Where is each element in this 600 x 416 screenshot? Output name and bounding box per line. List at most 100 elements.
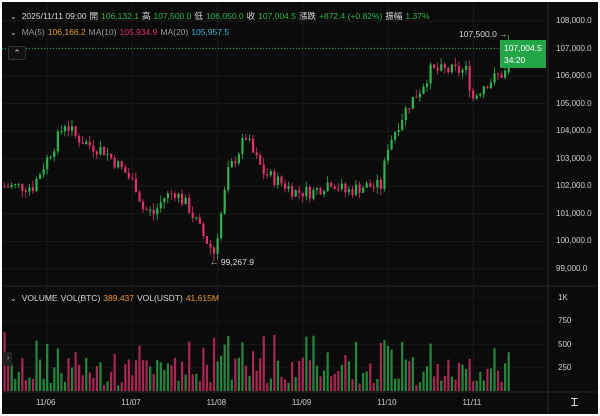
candle-body: [237, 154, 240, 164]
volume-bar: [227, 335, 230, 391]
volume-bar: [493, 348, 496, 391]
candle-body: [60, 131, 63, 133]
volume-bar: [110, 371, 113, 391]
candle-body: [92, 145, 95, 152]
candle-body: [397, 129, 400, 132]
volume-bar: [163, 369, 166, 391]
candle-body: [181, 193, 184, 205]
volume-bar: [340, 364, 343, 391]
volume-bar: [330, 376, 333, 391]
expand-arrow-icon[interactable]: ›: [4, 352, 12, 366]
candle-body: [454, 64, 457, 67]
volume-bar: [198, 380, 201, 391]
ma10-label: MA(10): [88, 27, 117, 37]
volume-bar: [358, 383, 361, 391]
date-tick: 11/06: [36, 398, 56, 407]
volume-bar: [362, 372, 365, 391]
chevron-down-icon[interactable]: ⌄: [10, 11, 17, 21]
volume-bar: [454, 379, 457, 391]
candle-body: [53, 151, 56, 157]
volume-bar: [266, 383, 269, 391]
price-tick: 105,000.0: [556, 98, 592, 108]
volume-bar: [212, 338, 216, 391]
volume-bar: [479, 371, 482, 391]
low-label: 低: [194, 11, 203, 21]
volume-bar: [418, 382, 422, 391]
volume-bar: [354, 341, 358, 391]
volume-bar: [287, 382, 290, 391]
volume-bar: [24, 380, 27, 391]
volume-bar: [308, 360, 311, 391]
volume-bar: [379, 342, 382, 391]
volume-bar: [422, 371, 425, 391]
price-tick: 107,000.0: [556, 43, 592, 53]
price-tick: 99,000.0: [556, 263, 588, 273]
change-value: +872.4 (+0.82%): [319, 11, 383, 21]
text-cursor-icon[interactable]: Ꮖ: [571, 397, 579, 409]
volume-bar: [429, 343, 432, 391]
candle-body: [475, 95, 478, 99]
candle-body: [276, 176, 280, 185]
candle-body: [177, 193, 180, 198]
volume-bar: [440, 380, 443, 391]
volume-bar: [415, 384, 418, 391]
volume-bar: [489, 368, 493, 391]
volume-bar: [425, 366, 429, 391]
volume-bar: [7, 360, 10, 391]
candle-body: [500, 74, 503, 78]
volume-bar: [312, 335, 315, 391]
volume-bar: [113, 353, 116, 391]
volume-bar: [88, 372, 91, 391]
candle-body: [425, 83, 429, 87]
candle-body: [404, 108, 407, 121]
ma20-value: 105,957.5: [191, 27, 230, 37]
volume-bar: [95, 365, 98, 391]
collapse-legend-button[interactable]: ⌃: [8, 46, 26, 60]
volume-bar: [49, 382, 52, 391]
high-label: 高: [141, 11, 151, 21]
candle-body: [408, 108, 411, 110]
candle-body: [127, 172, 130, 178]
candle-body: [315, 188, 319, 191]
volume-bar: [209, 382, 212, 391]
price-tick: 104,000.0: [556, 126, 592, 136]
volume-bar: [305, 336, 308, 391]
volume-bar: [202, 347, 205, 391]
volume-bar: [259, 358, 262, 391]
volume-legend: ⌄ VOLUME VOL(BTC) 389.437 VOL(USDT) 41.6…: [10, 293, 219, 303]
price-tick: 103,000.0: [556, 153, 592, 163]
chevron-down-icon[interactable]: ⌄: [10, 293, 17, 303]
volume-tick: 1K: [558, 293, 568, 302]
candle-body: [333, 186, 336, 189]
volume-bar: [450, 376, 453, 391]
volume-bar: [262, 336, 265, 391]
candle-body: [70, 126, 74, 131]
volume-bar: [255, 370, 258, 391]
volume-bar: [159, 362, 162, 391]
candle-body: [465, 65, 468, 70]
candle-body: [457, 66, 461, 73]
candle-body: [429, 64, 432, 84]
volume-bar: [173, 357, 177, 391]
candle-body: [390, 139, 393, 150]
volume-bar: [244, 365, 248, 391]
volume-bar: [283, 379, 287, 391]
high-value: 107,500.0: [153, 11, 192, 21]
candle-body: [198, 217, 201, 224]
date-tick: 11/10: [377, 398, 397, 407]
candle-body: [102, 146, 106, 156]
close-label: 收: [246, 11, 256, 21]
volume-bar: [42, 378, 45, 391]
volume-bar: [333, 373, 336, 391]
candle-body: [280, 176, 283, 184]
candle-body: [99, 146, 102, 155]
chevron-down-icon[interactable]: ⌄: [10, 27, 17, 37]
volume-bar: [411, 357, 414, 391]
candle-body: [436, 67, 439, 71]
candle-body: [209, 243, 212, 248]
volume-bar: [117, 385, 120, 391]
volume-bar: [81, 375, 84, 391]
volume-bar: [298, 361, 301, 391]
volume-bar: [31, 378, 35, 391]
